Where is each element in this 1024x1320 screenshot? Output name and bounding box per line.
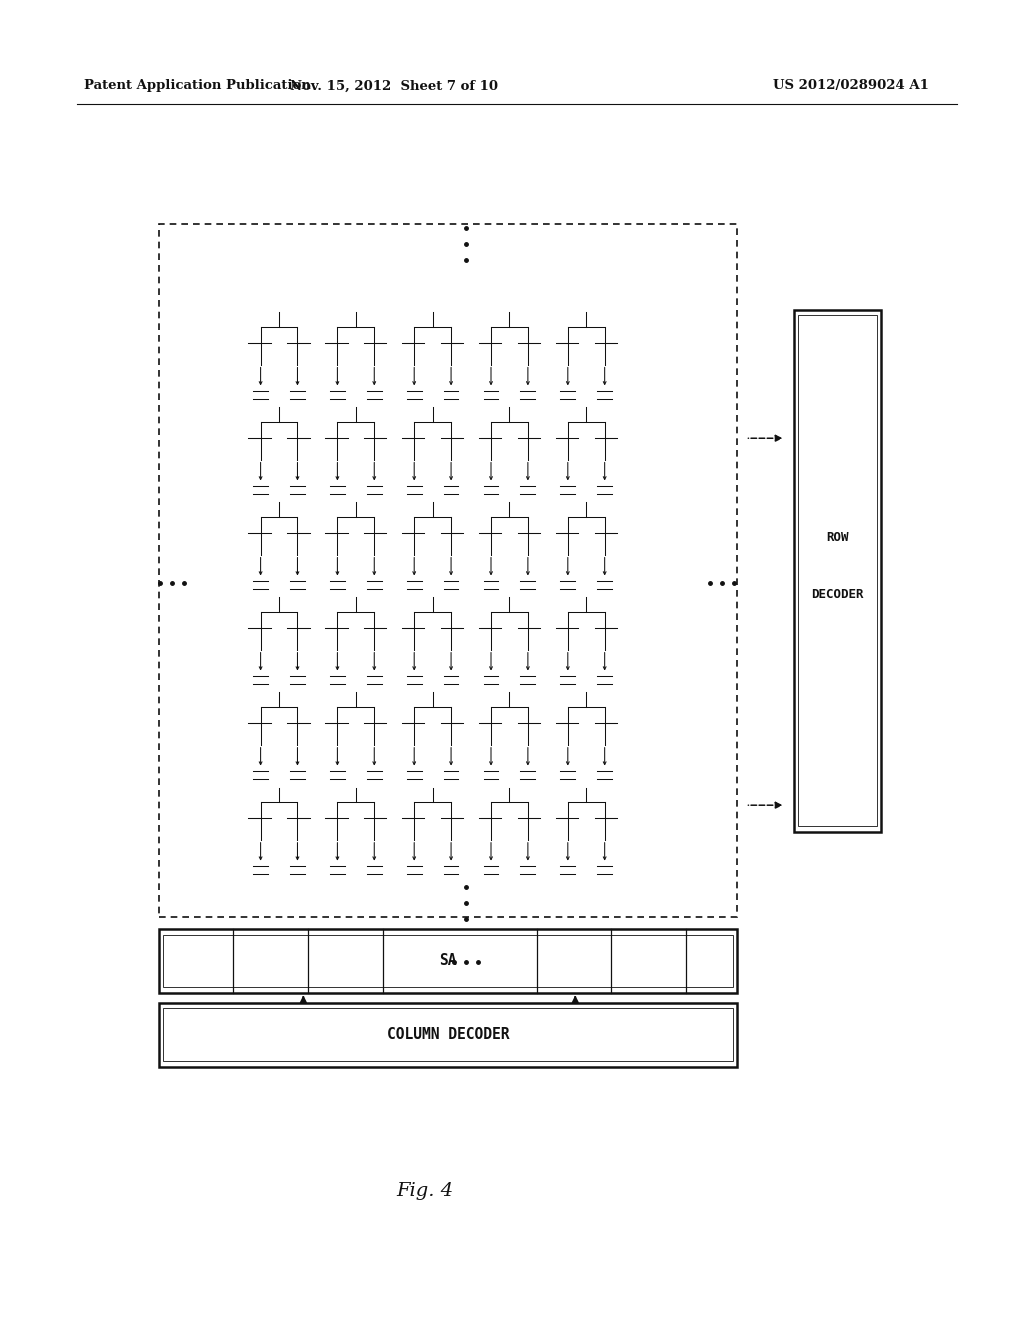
Bar bbox=[798, 315, 877, 826]
Text: ROW: ROW bbox=[826, 532, 848, 544]
Bar bbox=[159, 929, 737, 993]
Bar bbox=[794, 310, 881, 832]
Bar bbox=[163, 1008, 733, 1061]
Bar bbox=[159, 1003, 737, 1067]
Bar bbox=[163, 935, 733, 987]
Text: DECODER: DECODER bbox=[811, 589, 863, 601]
Text: US 2012/0289024 A1: US 2012/0289024 A1 bbox=[773, 79, 929, 92]
Text: Fig. 4: Fig. 4 bbox=[396, 1181, 454, 1200]
Text: Patent Application Publication: Patent Application Publication bbox=[84, 79, 310, 92]
Text: SA: SA bbox=[439, 953, 457, 969]
Bar bbox=[159, 224, 737, 917]
Text: Nov. 15, 2012  Sheet 7 of 10: Nov. 15, 2012 Sheet 7 of 10 bbox=[290, 79, 499, 92]
Text: COLUMN DECODER: COLUMN DECODER bbox=[387, 1027, 509, 1043]
